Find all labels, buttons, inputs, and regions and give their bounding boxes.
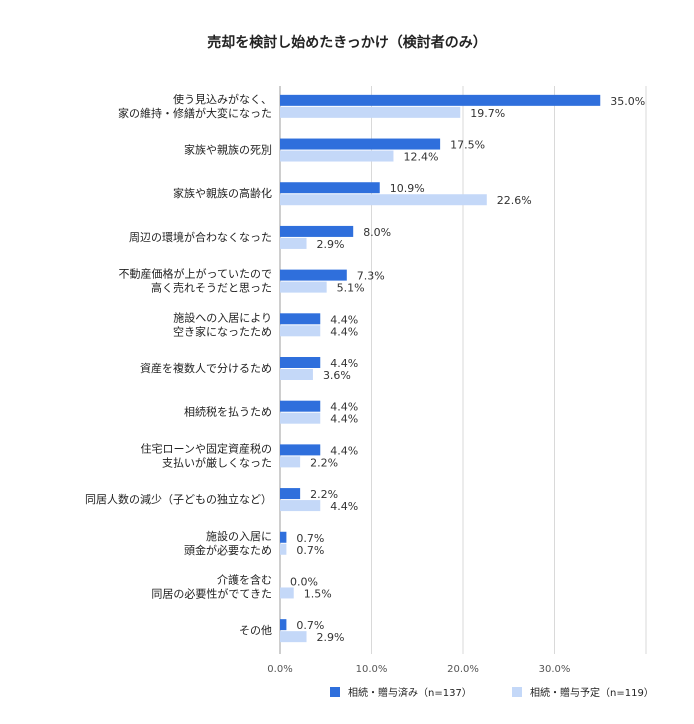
- data-label: 0.7%: [296, 532, 324, 545]
- bar: [280, 94, 601, 106]
- data-label: 2.9%: [317, 238, 345, 251]
- category-label: 家の維持・修繕が大変になった: [118, 106, 272, 120]
- data-label: 7.3%: [357, 270, 385, 283]
- bar: [280, 325, 321, 337]
- category-label: 支払いが厳しくなった: [162, 455, 272, 469]
- bar: [280, 138, 441, 150]
- bar: [280, 237, 307, 249]
- data-label: 10.9%: [390, 182, 425, 195]
- x-tick-label: 10.0%: [356, 664, 388, 675]
- category-label: 頭金が必要なため: [184, 543, 272, 557]
- legend-label: 相続・贈与済み（n=137）: [348, 686, 472, 699]
- data-label: 2.9%: [317, 631, 345, 644]
- data-label: 4.4%: [330, 357, 358, 370]
- category-label: 相続税を払うため: [184, 405, 272, 419]
- category-label: 家族や親族の高齢化: [173, 186, 272, 200]
- category-label: 高く売れそうだと思った: [151, 281, 272, 295]
- bar: [280, 631, 307, 643]
- category-label: 使う見込みがなく、: [173, 92, 272, 106]
- bar: [280, 225, 354, 237]
- legend-swatch: [330, 687, 340, 697]
- data-label: 17.5%: [450, 139, 485, 152]
- bar: [280, 619, 287, 631]
- category-label: 住宅ローンや固定資産税の: [141, 441, 272, 455]
- bar: [280, 313, 321, 325]
- category-label: 資産を複数人で分けるため: [140, 361, 272, 375]
- bar: [280, 400, 321, 412]
- bar: [280, 369, 313, 380]
- data-label: 4.4%: [330, 401, 358, 414]
- data-label: 3.6%: [323, 369, 351, 382]
- data-label: 0.0%: [290, 575, 318, 588]
- category-label: 施設への入居により: [173, 310, 272, 324]
- data-label: 2.2%: [310, 488, 338, 501]
- bar: [280, 444, 321, 456]
- data-label: 35.0%: [610, 95, 645, 108]
- data-label: 12.4%: [403, 151, 438, 164]
- bar: [280, 412, 321, 424]
- data-label: 19.7%: [470, 107, 505, 120]
- x-tick-label: 0.0%: [267, 664, 292, 675]
- bar: [280, 182, 380, 194]
- data-label: 4.4%: [330, 413, 358, 426]
- chart-title: 売却を検討し始めたきっかけ（検討者のみ）: [207, 34, 486, 51]
- bar: [280, 150, 394, 162]
- data-label: 0.7%: [296, 619, 324, 632]
- category-label: その他: [239, 624, 272, 637]
- bar: [280, 500, 321, 512]
- x-tick-label: 20.0%: [447, 664, 479, 675]
- legend-swatch: [512, 687, 522, 697]
- category-label: 周辺の環境が合わなくなった: [129, 230, 272, 244]
- bar: [280, 531, 287, 543]
- bar: [280, 106, 461, 118]
- data-label: 4.4%: [330, 444, 358, 457]
- bar: [280, 269, 347, 281]
- data-label: 8.0%: [363, 226, 391, 239]
- bar: [280, 456, 301, 468]
- data-label: 4.4%: [330, 325, 358, 338]
- category-label: 同居人数の減少（子どもの独立など）: [85, 492, 272, 506]
- data-label: 0.7%: [296, 544, 324, 557]
- bar: [280, 543, 287, 555]
- data-label: 22.6%: [497, 194, 532, 207]
- data-label: 1.5%: [304, 587, 332, 600]
- bar: [280, 194, 487, 206]
- bar: [280, 357, 321, 368]
- data-label: 4.4%: [330, 500, 358, 513]
- x-tick-label: 30.0%: [539, 664, 571, 675]
- data-label: 2.2%: [310, 456, 338, 469]
- category-label: 施設の入居に: [206, 529, 272, 543]
- bar: [280, 488, 301, 500]
- category-label: 家族や親族の死別: [184, 143, 272, 157]
- legend-label: 相続・贈与予定（n=119）: [530, 686, 654, 699]
- category-label: 介護を含む: [217, 572, 272, 586]
- bar: [280, 281, 327, 293]
- bar: [280, 587, 294, 599]
- category-label: 同居の必要性がでてきた: [151, 586, 272, 600]
- category-label: 不動産価格が上がっていたので: [119, 267, 272, 281]
- category-label: 空き家になったため: [173, 324, 272, 338]
- data-label: 5.1%: [337, 282, 365, 295]
- data-label: 4.4%: [330, 313, 358, 326]
